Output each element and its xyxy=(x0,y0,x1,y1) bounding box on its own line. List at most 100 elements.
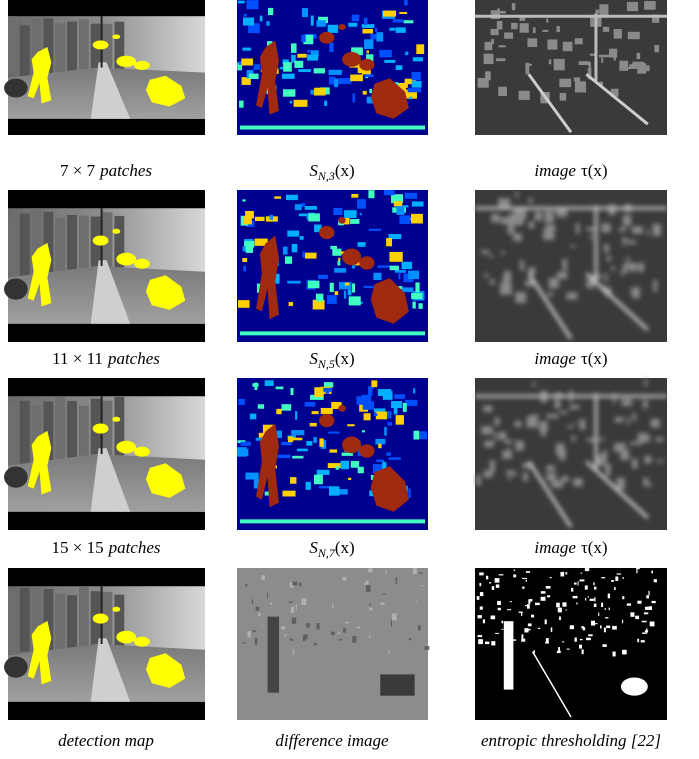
speckle xyxy=(307,50,310,53)
speckle xyxy=(568,425,573,428)
figure: 7 × 7patchesSN,3(x)imageτ(x)11 × 11patch… xyxy=(0,0,699,759)
speckle xyxy=(418,625,421,630)
speckle xyxy=(489,582,491,583)
speckle xyxy=(585,568,589,571)
speckle xyxy=(579,645,582,649)
building xyxy=(8,16,18,72)
speckle xyxy=(605,273,608,282)
speckle xyxy=(369,89,372,93)
speckle xyxy=(311,16,314,26)
speckle xyxy=(297,449,308,452)
speckle xyxy=(562,476,569,482)
car xyxy=(380,674,414,695)
speckle xyxy=(413,568,417,574)
speckle xyxy=(601,223,610,232)
speckle xyxy=(262,624,263,625)
speckle xyxy=(364,18,367,25)
speckle xyxy=(413,57,423,61)
speckle xyxy=(603,27,609,32)
blob xyxy=(342,437,361,454)
speckle xyxy=(344,210,357,218)
speckle xyxy=(267,593,268,598)
building xyxy=(8,403,18,467)
car xyxy=(4,79,28,98)
speckle xyxy=(526,571,530,573)
speckle xyxy=(551,627,553,631)
speckle xyxy=(362,395,371,402)
panel xyxy=(237,190,428,342)
speckle xyxy=(614,443,625,452)
speckle xyxy=(268,8,273,15)
speckle xyxy=(369,635,371,637)
speckle xyxy=(395,270,406,273)
speckle xyxy=(635,616,639,619)
speckle xyxy=(294,61,303,68)
speckle xyxy=(498,87,507,96)
speckle xyxy=(242,258,247,262)
panel xyxy=(237,0,428,135)
speckle xyxy=(265,380,274,386)
speckle xyxy=(480,606,483,609)
speckle xyxy=(328,463,342,468)
blob xyxy=(134,637,150,647)
speckle xyxy=(352,15,359,22)
speckle xyxy=(557,272,567,279)
speckle xyxy=(249,74,259,79)
blob xyxy=(359,256,374,269)
speckle xyxy=(575,422,577,425)
speckle xyxy=(614,53,616,61)
speckle xyxy=(357,199,366,208)
speckle xyxy=(316,20,325,27)
speckle xyxy=(528,599,530,604)
panel xyxy=(237,378,428,530)
speckle xyxy=(605,617,608,618)
speckle xyxy=(574,77,580,81)
speckle xyxy=(624,262,630,267)
speckle xyxy=(341,461,350,469)
speckle xyxy=(350,75,363,82)
blob xyxy=(338,24,346,30)
speckle xyxy=(345,622,349,624)
speckle xyxy=(292,456,303,459)
speckle xyxy=(402,287,413,292)
speckle xyxy=(630,612,634,616)
speckle xyxy=(621,399,632,405)
speckle xyxy=(416,44,424,54)
speckle xyxy=(363,91,367,95)
blob xyxy=(93,424,109,434)
panel xyxy=(475,190,667,342)
speckle xyxy=(646,595,649,598)
speckle xyxy=(626,257,629,261)
speckle xyxy=(314,68,325,73)
panel xyxy=(4,0,205,135)
speckle xyxy=(570,625,574,629)
speckle xyxy=(576,223,580,233)
speckle xyxy=(405,52,408,56)
speckle xyxy=(559,411,567,414)
speckle xyxy=(535,603,540,605)
speckle xyxy=(622,596,624,599)
speckle xyxy=(332,249,341,256)
speckle xyxy=(242,642,246,643)
speckle xyxy=(560,93,566,101)
caption-subscript: N,3 xyxy=(317,169,335,183)
speckle xyxy=(594,623,598,624)
speckle xyxy=(489,255,494,257)
speckle xyxy=(570,245,575,247)
caption: entropic thresholding [22] xyxy=(481,731,661,750)
speckle xyxy=(394,394,405,399)
speckle xyxy=(513,574,516,577)
speckle xyxy=(545,619,547,624)
speckle xyxy=(399,12,407,14)
speckle xyxy=(613,652,616,657)
speckle xyxy=(338,632,339,635)
speckle xyxy=(569,405,579,409)
speckle xyxy=(328,25,338,33)
speckle xyxy=(316,294,323,302)
speckle xyxy=(580,639,583,640)
speckle xyxy=(603,450,607,460)
speckle xyxy=(246,243,253,253)
speckle xyxy=(586,638,591,641)
blob xyxy=(116,631,136,644)
speckle xyxy=(477,596,480,600)
